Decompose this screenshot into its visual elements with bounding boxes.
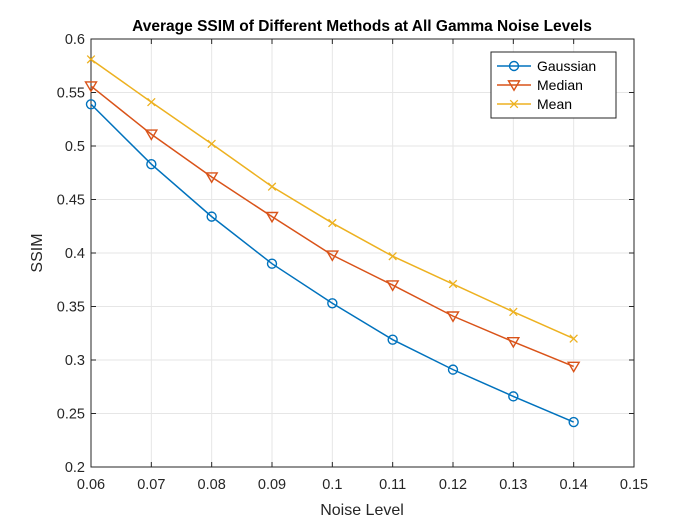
data-point-mean [569,334,578,343]
legend-marker-mean [509,99,519,109]
y-tick-label: 0.3 [65,353,85,369]
data-point-mean [207,139,216,149]
x-tick-label: 0.13 [499,477,527,493]
data-point-mean-stroke [509,307,518,317]
legend-label-median: Median [537,77,583,93]
legend-marker-median [507,80,521,92]
data-point-gaussian [508,391,519,402]
data-point-gaussian [206,211,217,222]
data-point-mean [509,307,518,317]
data-point-median [566,361,581,374]
y-tick-label: 0.5 [65,139,85,155]
data-point-mean [328,218,337,228]
y-tick-label: 0.25 [57,407,85,423]
legend-marker-gaussian [508,60,520,72]
data-point-gaussian [327,298,338,309]
series-line-median [90,85,574,368]
data-point-median [265,211,279,224]
data-point-gaussian [568,416,579,428]
data-point-mean-stroke [448,279,458,289]
x-tick-label: 0.15 [620,477,648,493]
y-tick-label: 0.6 [65,32,85,48]
x-tick-label: 0.1 [322,477,342,493]
data-point-median [325,250,340,262]
data-point-mean [86,55,96,64]
chart-title: Average SSIM of Different Methods at All… [132,18,592,35]
data-point-median [385,280,400,292]
x-tick-label: 0.08 [198,477,226,493]
data-point-median [446,311,460,323]
data-point-median [506,336,521,349]
data-point-mean-stroke [267,182,277,191]
x-tick-label: 0.07 [137,477,165,493]
data-point-mean-stroke [147,97,156,107]
x-tick-label: 0.11 [379,477,406,493]
data-point-median [144,129,159,141]
data-point-median [84,81,98,93]
x-tick-label: 0.09 [258,477,286,493]
data-point-mean-stroke [86,55,96,64]
legend-label-mean: Mean [537,96,572,112]
y-tick-label: 0.55 [57,86,85,102]
y-axis-label: SSIM [29,233,46,272]
x-tick-label: 0.12 [439,477,467,493]
y-tick-label: 0.2 [65,460,85,476]
y-tick-label: 0.4 [65,246,85,262]
x-axis-label: Noise Level [320,502,404,519]
x-tick-label: 0.06 [77,477,105,493]
data-point-mean [448,279,458,289]
data-point-mean-stroke [388,251,397,261]
legend: Gaussian Median Mean [490,51,617,119]
data-point-mean-stroke [328,218,337,228]
legend-marker-mean-stroke [509,99,519,109]
data-point-mean [147,97,156,107]
plot-area: 0.06 0.07 0.08 0.09 0.1 0.11 0.12 0.13 0.14 0.15 0… [57,32,648,493]
data-point-gaussian [85,99,97,110]
data-point-median [204,172,219,184]
data-point-gaussian [266,258,278,269]
data-point-gaussian [146,158,157,170]
data-point-mean-stroke [207,139,216,149]
x-tick-label: 0.14 [560,477,588,493]
series-line-gaussian [90,103,574,423]
legend-label-gaussian: Gaussian [537,58,596,74]
y-tick-label: 0.35 [57,300,85,316]
data-point-mean [388,251,397,261]
y-tick-label: 0.45 [57,193,85,209]
data-point-gaussian [447,364,459,375]
data-point-gaussian [387,334,398,345]
data-point-mean [267,182,277,191]
data-point-mean-stroke [569,334,578,343]
